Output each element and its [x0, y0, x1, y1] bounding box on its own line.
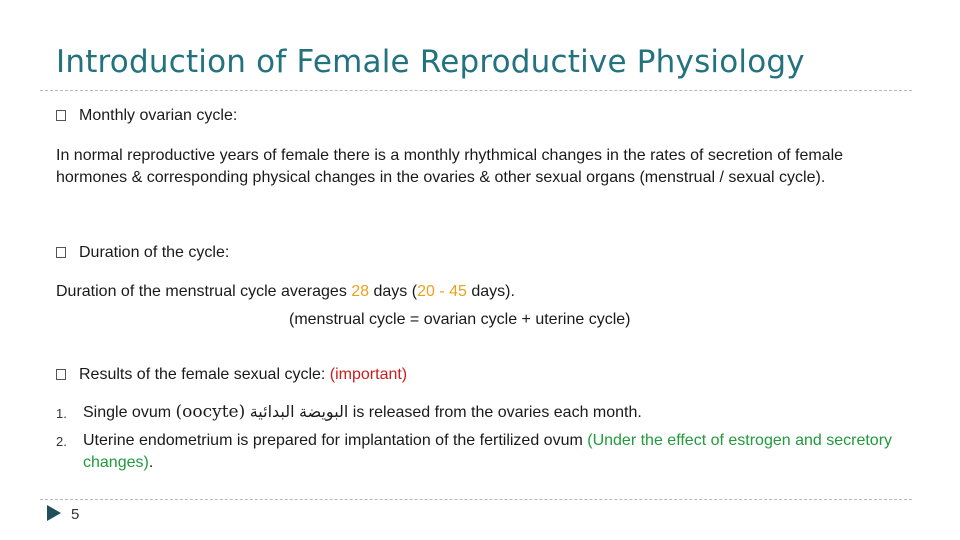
item-text: . [148, 454, 154, 471]
estrogen-note: (Under the effect of estrogen and secret… [83, 432, 893, 471]
heading-text: Duration of the cycle: [79, 244, 230, 261]
section-duration-heading: Duration of the cycle: [56, 244, 229, 262]
page-number: 5 [71, 506, 80, 523]
duration-text: Duration of the menstrual cycle averages [56, 283, 352, 300]
oocyte-term: (oocyte) [175, 402, 246, 422]
title-divider [40, 90, 912, 91]
average-days: 28 [351, 283, 370, 300]
cycle-equation: (menstrual cycle = ovarian cycle + uteri… [289, 311, 631, 328]
heading-text: Monthly ovarian cycle: [79, 107, 238, 124]
checkbox-bullet-icon [56, 369, 66, 380]
play-arrow-icon [47, 505, 61, 521]
footer-divider [40, 499, 912, 500]
range-days: 20 - 45 [417, 283, 467, 300]
list-number: 1. [56, 406, 67, 421]
important-note: (important) [329, 366, 408, 383]
heading-text: Results of the female sexual cycle: [79, 366, 330, 383]
item-text: Single ovum [83, 404, 176, 421]
duration-text: days). [466, 283, 515, 300]
arabic-term: البويضة البدائية [249, 404, 349, 421]
checkbox-bullet-icon [56, 247, 66, 258]
checkbox-bullet-icon [56, 110, 66, 121]
section-results-heading: Results of the female sexual cycle: (imp… [56, 366, 407, 384]
slide-title: Introduction of Female Reproductive Phys… [56, 44, 805, 80]
list-item: Uterine endometrium is prepared for impl… [83, 430, 903, 474]
duration-text: days ( [369, 283, 418, 300]
item-text: is released from the ovaries each month. [348, 404, 642, 421]
item-text: Uterine endometrium is prepared for impl… [83, 432, 588, 449]
ovarian-cycle-paragraph: In normal reproductive years of female t… [56, 147, 844, 186]
duration-line: Duration of the menstrual cycle averages… [56, 283, 515, 301]
section-ovarian-cycle-heading: Monthly ovarian cycle: [56, 107, 237, 125]
list-item: Single ovum (oocyte) البويضة البدائية is… [83, 401, 903, 424]
list-number: 2. [56, 434, 67, 449]
